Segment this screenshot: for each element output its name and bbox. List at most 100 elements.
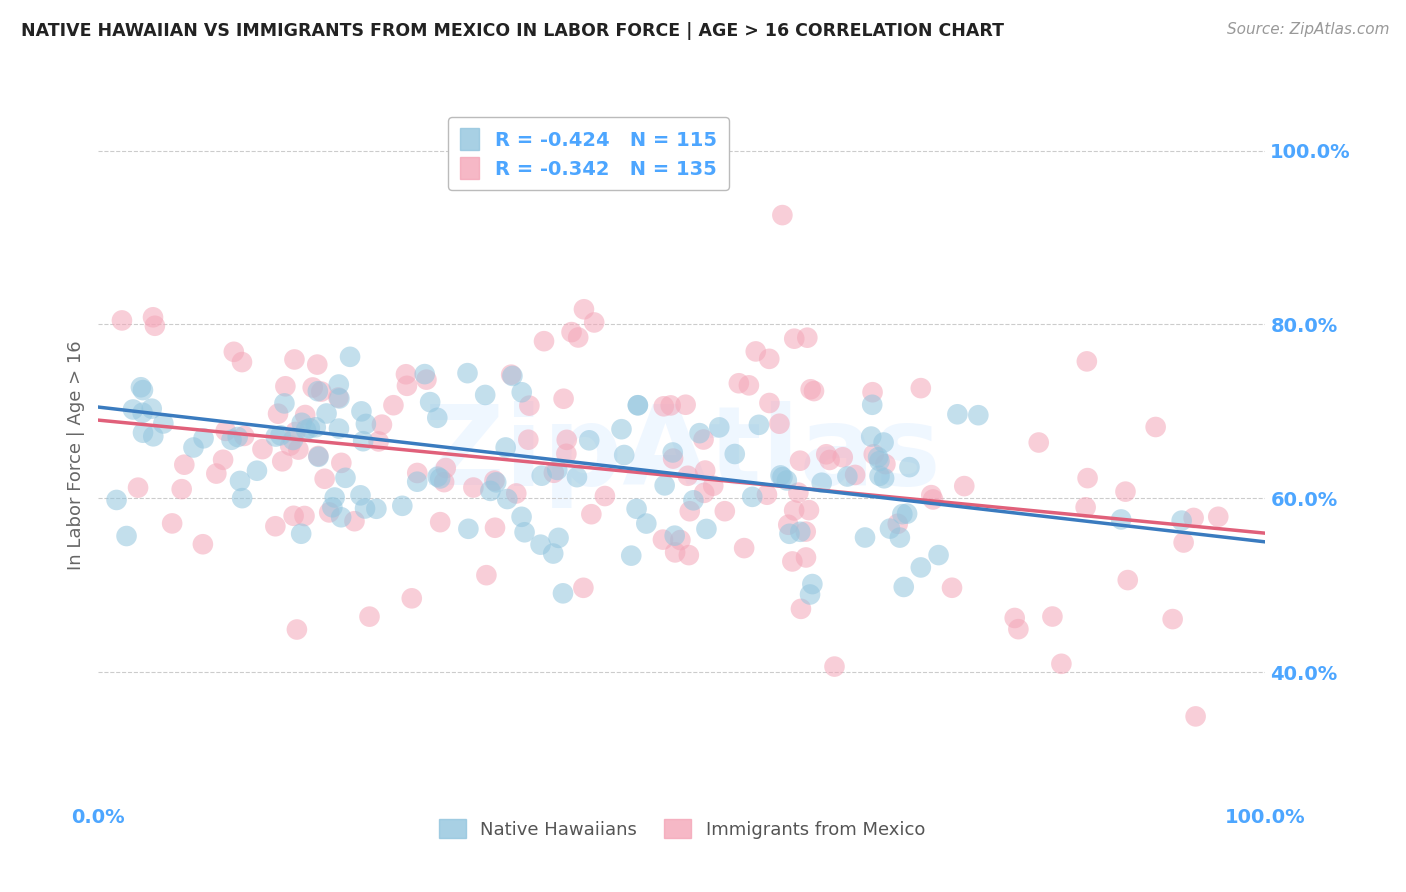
Point (305, 420, 328, 434)
Point (395, 368, 418, 382)
Point (782, 554, 804, 568)
Point (429, 471, 451, 485)
Point (463, 481, 485, 495)
Point (565, 470, 588, 484)
Point (270, 428, 292, 442)
Point (281, 433, 304, 447)
Point (285, 623, 308, 637)
Point (868, 450, 890, 465)
Point (778, 517, 800, 532)
Point (664, 529, 686, 543)
Point (349, 488, 371, 502)
Point (141, 401, 163, 416)
Point (546, 463, 568, 477)
Point (555, 433, 578, 447)
Point (323, 491, 346, 505)
Point (695, 522, 717, 536)
Point (517, 433, 540, 447)
Point (652, 533, 675, 547)
Point (367, 434, 389, 449)
Point (456, 366, 478, 380)
Point (844, 467, 866, 482)
Point (475, 568, 498, 582)
Point (122, 402, 145, 417)
Point (307, 358, 329, 372)
Point (501, 368, 523, 383)
Point (953, 479, 976, 493)
Point (298, 421, 321, 435)
Point (382, 398, 405, 412)
Point (513, 525, 536, 540)
Point (132, 383, 155, 397)
Point (105, 492, 128, 507)
Point (318, 505, 340, 519)
Point (284, 425, 307, 439)
Point (920, 488, 942, 502)
Point (818, 453, 841, 467)
Point (790, 602, 813, 616)
Point (837, 469, 859, 483)
Point (853, 531, 876, 545)
Point (797, 503, 820, 517)
Point (142, 310, 165, 325)
Point (330, 510, 353, 524)
Point (682, 493, 704, 508)
Point (776, 474, 799, 488)
Point (191, 537, 214, 551)
Point (307, 449, 329, 463)
Point (879, 522, 901, 536)
Point (803, 384, 825, 398)
Point (543, 466, 565, 480)
Point (741, 490, 763, 504)
Point (429, 515, 451, 529)
Point (328, 391, 350, 405)
Point (129, 380, 152, 394)
Point (339, 350, 361, 364)
Legend: Native Hawaiians, Immigrants from Mexico: Native Hawaiians, Immigrants from Mexico (432, 812, 932, 846)
Point (278, 439, 301, 453)
Point (727, 376, 749, 391)
Point (693, 486, 716, 500)
Point (1109, 512, 1132, 526)
Text: Source: ZipAtlas.com: Source: ZipAtlas.com (1226, 22, 1389, 37)
Point (654, 478, 676, 492)
Point (783, 503, 806, 517)
Point (659, 398, 682, 412)
Point (572, 581, 595, 595)
Point (868, 454, 890, 468)
Point (815, 447, 838, 461)
Point (283, 508, 305, 523)
Point (457, 522, 479, 536)
Point (221, 433, 243, 447)
Point (896, 507, 918, 521)
Point (709, 420, 731, 434)
Point (215, 424, 238, 438)
Point (132, 425, 155, 440)
Point (873, 471, 896, 485)
Point (359, 609, 381, 624)
Point (401, 591, 423, 606)
Point (415, 373, 437, 387)
Point (1050, 657, 1073, 671)
Point (738, 378, 761, 392)
Point (294, 508, 316, 523)
Point (533, 334, 555, 348)
Point (1042, 609, 1064, 624)
Point (627, 398, 650, 412)
Point (131, 406, 153, 420)
Point (675, 398, 697, 412)
Point (350, 404, 373, 418)
Point (301, 380, 323, 394)
Point (748, 417, 770, 432)
Point (869, 468, 891, 483)
Point (193, 431, 215, 445)
Point (801, 577, 824, 591)
Point (702, 479, 724, 493)
Point (695, 464, 717, 478)
Point (314, 472, 336, 486)
Point (689, 426, 711, 441)
Point (769, 468, 792, 483)
Point (474, 388, 496, 402)
Point (530, 468, 553, 483)
Point (231, 491, 253, 505)
